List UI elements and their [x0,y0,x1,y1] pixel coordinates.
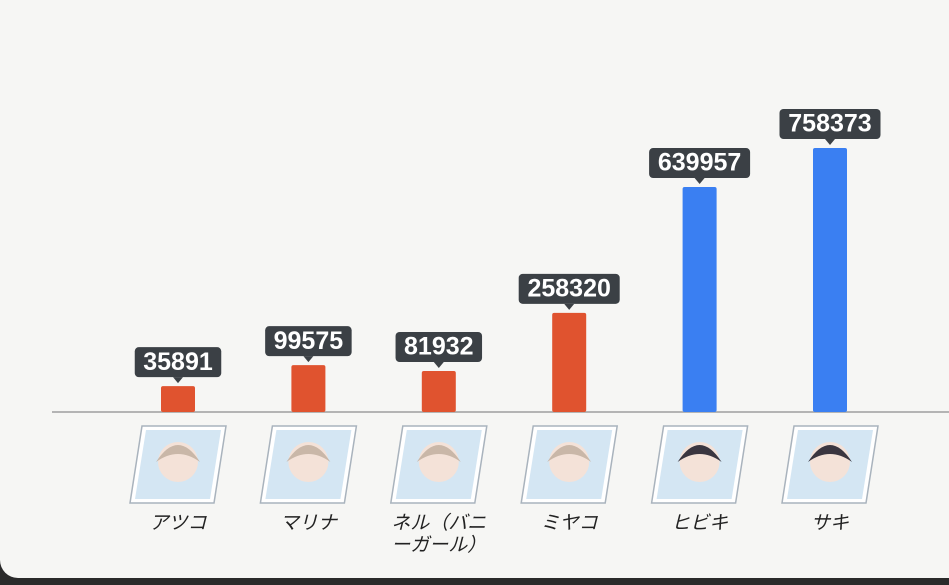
category-label: アツコ [149,512,207,534]
value-label-bg [265,326,352,357]
value-label-pointer [303,356,314,363]
value-label-bg [395,331,483,362]
portrait [520,425,619,504]
value-label-pointer [564,303,575,310]
value-label: 639957 [658,149,741,177]
category-label: ヒビキ [671,512,729,534]
value-label-pointer [694,178,705,185]
category-label: サキ [810,512,849,534]
bar [161,386,195,412]
portrait-hair [677,445,722,462]
value-label: 99575 [274,327,344,355]
value-label: 35891 [143,348,213,376]
value-label-pointer [433,361,444,368]
value-label-bg [779,109,881,139]
category-label: ネル（バニーガール） [391,512,487,556]
bar [421,370,456,412]
portrait-hair [286,445,331,462]
value-label-bg [649,148,751,179]
portrait-hair [416,445,461,462]
category-label: ミヤコ [540,512,598,534]
portrait [259,425,358,504]
bar [291,365,326,412]
portrait-hair [808,445,852,462]
bar [552,312,587,412]
category-label: マリナ [279,512,337,534]
value-label: 81932 [404,333,474,361]
value-label-bg [518,273,620,304]
value-label-bg [134,347,222,378]
value-label-pointer [825,139,835,145]
value-label-pointer [173,377,183,384]
bar [813,148,847,412]
portrait-hair [156,445,200,462]
portrait [781,425,879,504]
portrait [129,425,227,504]
portrait-hair [547,445,592,462]
bar [682,187,717,412]
value-label: 758373 [788,110,871,138]
value-label: 258320 [527,274,610,302]
portrait [650,425,749,504]
portrait [389,425,488,504]
